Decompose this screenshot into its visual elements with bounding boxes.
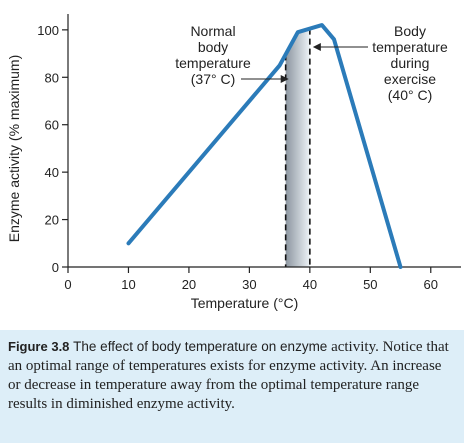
y-tick-label: 80 bbox=[45, 70, 59, 85]
x-tick-label: 60 bbox=[424, 277, 438, 292]
y-tick-label: 20 bbox=[45, 213, 59, 228]
x-tick-label: 0 bbox=[64, 277, 71, 292]
y-tick-label: 100 bbox=[37, 23, 59, 38]
caption-body: activity. Notice that an optimal range o… bbox=[8, 339, 449, 412]
annotation-normal-line: body bbox=[198, 39, 228, 55]
caption-title: The effect of body temperature on enzyme bbox=[73, 339, 328, 354]
enzyme-activity-chart: 0 10 20 30 40 50 60 0 20 40 60 80 100 Temperature (°C… bbox=[6, 14, 461, 311]
caption-label: Figure 3.8 bbox=[8, 339, 70, 354]
annotation-exercise-line: (40° C) bbox=[388, 87, 433, 103]
x-tick-label: 20 bbox=[182, 277, 196, 292]
enzyme-activity-curve bbox=[126, 23, 403, 269]
y-tick-label: 0 bbox=[52, 260, 59, 275]
y-tick-label: 60 bbox=[45, 118, 59, 133]
annotation-normal-arrowhead bbox=[280, 75, 289, 83]
figure-caption: Figure 3.8 The effect of body temperatur… bbox=[0, 330, 464, 443]
annotation-exercise-line: during bbox=[391, 55, 430, 71]
y-axis-title: Enzyme activity (% maximum) bbox=[6, 55, 22, 242]
x-tick-label: 50 bbox=[363, 277, 377, 292]
y-tick-label: 40 bbox=[45, 165, 59, 180]
optimal-range-band bbox=[285, 28, 310, 267]
annotation-exercise-line: Body bbox=[394, 23, 426, 39]
annotation-normal-line: temperature bbox=[175, 55, 251, 71]
chart-area: 0 10 20 30 40 50 60 0 20 40 60 80 100 Temperature (°C… bbox=[6, 14, 461, 311]
x-axis-title: Temperature (°C) bbox=[191, 295, 299, 311]
x-tick-label: 30 bbox=[242, 277, 256, 292]
x-tick-label: 10 bbox=[121, 277, 135, 292]
annotation-exercise-line: exercise bbox=[384, 71, 436, 87]
annotation-exercise-arrowhead bbox=[312, 43, 321, 51]
annotation-normal-line: (37° C) bbox=[191, 71, 236, 87]
annotation-normal-line: Normal bbox=[190, 23, 235, 39]
x-tick-label: 40 bbox=[303, 277, 317, 292]
annotation-exercise-line: temperature bbox=[372, 39, 448, 55]
